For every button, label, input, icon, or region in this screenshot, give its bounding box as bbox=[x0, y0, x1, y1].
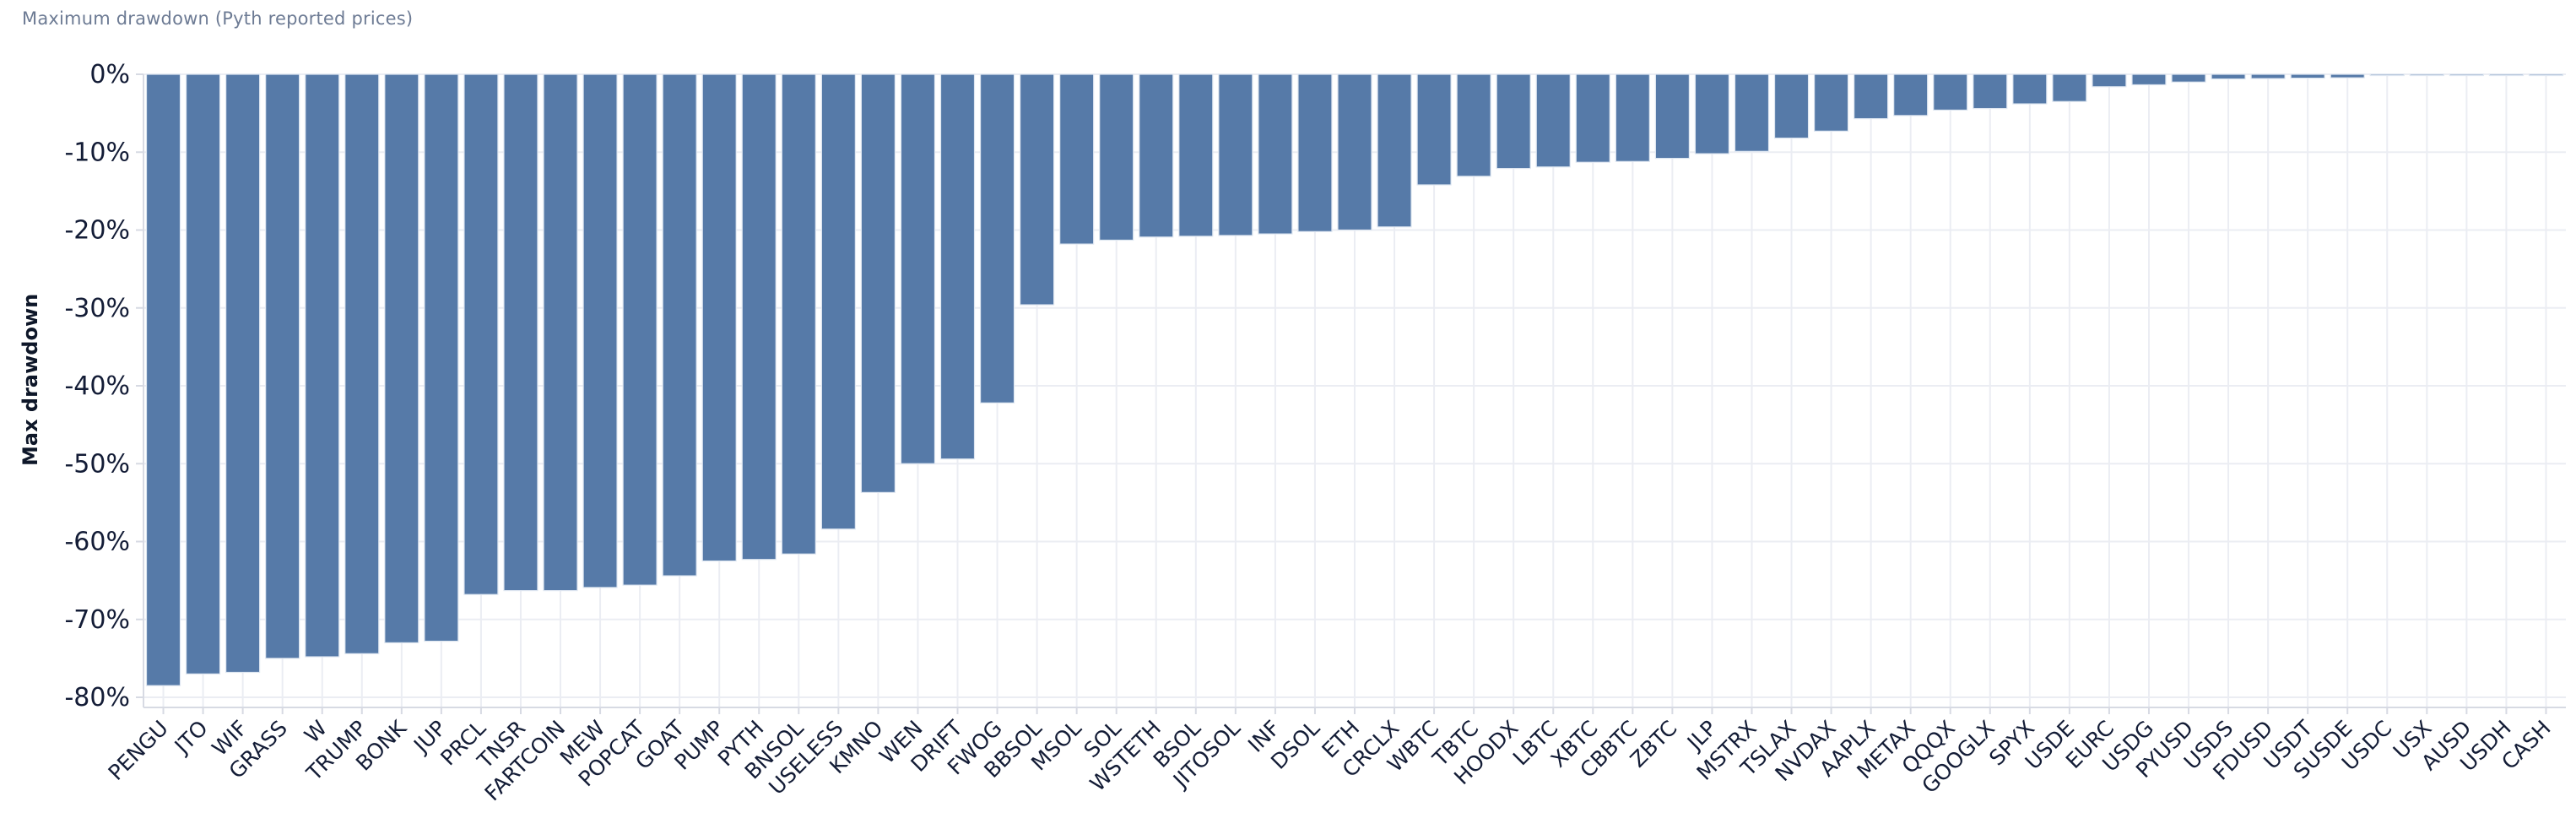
bar-jup[interactable] bbox=[424, 73, 459, 642]
bar-bonk[interactable] bbox=[384, 73, 419, 644]
bar-eth[interactable] bbox=[1337, 73, 1372, 231]
bar-bbsol[interactable] bbox=[1020, 73, 1055, 306]
bar-wen[interactable] bbox=[900, 73, 936, 464]
bar-spyx[interactable] bbox=[2012, 73, 2048, 105]
bar-dsol[interactable] bbox=[1297, 73, 1333, 232]
bar-googlx[interactable] bbox=[1973, 73, 2008, 110]
chart-title: Maximum drawdown (Pyth reported prices) bbox=[22, 8, 414, 29]
bar-usdt[interactable] bbox=[2290, 73, 2325, 79]
bar-fwog[interactable] bbox=[979, 73, 1015, 404]
y-tick-label: -30% bbox=[64, 294, 130, 323]
bar-kmno[interactable] bbox=[860, 73, 896, 493]
bar-goat[interactable] bbox=[662, 73, 697, 577]
bar-tbtc[interactable] bbox=[1456, 73, 1491, 177]
bar-jto[interactable] bbox=[185, 73, 221, 675]
bar-metax[interactable] bbox=[1893, 73, 1929, 116]
bar-useless[interactable] bbox=[820, 73, 856, 530]
bar-zbtc[interactable] bbox=[1654, 73, 1690, 160]
y-tick-label: -70% bbox=[64, 605, 130, 635]
y-tick-label: -40% bbox=[64, 371, 130, 401]
bar-susde[interactable] bbox=[2330, 73, 2365, 79]
bar-jlp[interactable] bbox=[1694, 73, 1730, 154]
bar-pump[interactable] bbox=[701, 73, 737, 562]
bar-pyth[interactable] bbox=[741, 73, 777, 561]
bar-inf[interactable] bbox=[1258, 73, 1293, 235]
bar-w[interactable] bbox=[305, 73, 340, 658]
bar-usde[interactable] bbox=[2052, 73, 2087, 102]
bar-crclx[interactable] bbox=[1377, 73, 1412, 228]
bar-cbbtc[interactable] bbox=[1615, 73, 1650, 162]
x-tick-label: ZBTC bbox=[1626, 716, 1682, 772]
bar-wbtc[interactable] bbox=[1416, 73, 1452, 186]
bar-sol[interactable] bbox=[1099, 73, 1134, 241]
bar-drift[interactable] bbox=[939, 73, 976, 460]
bar-grass[interactable] bbox=[265, 73, 300, 659]
y-tick-label: -60% bbox=[64, 528, 130, 557]
bar-cash[interactable] bbox=[2528, 73, 2564, 77]
bar-bsol[interactable] bbox=[1178, 73, 1214, 237]
bar-usx[interactable] bbox=[2409, 73, 2444, 77]
bar-pyusd[interactable] bbox=[2171, 73, 2206, 83]
bar-jitosol[interactable] bbox=[1218, 73, 1253, 236]
bar-usdg[interactable] bbox=[2131, 73, 2167, 86]
bar-prcl[interactable] bbox=[463, 73, 499, 595]
bar-usds[interactable] bbox=[2211, 73, 2246, 80]
bar-fdusd[interactable] bbox=[2250, 73, 2286, 79]
y-tick-label: -80% bbox=[64, 683, 130, 713]
bar-tslax[interactable] bbox=[1773, 73, 1810, 139]
bar-qqqx[interactable] bbox=[1933, 73, 1968, 111]
y-tick-label: -10% bbox=[64, 138, 130, 167]
x-tick-label: PENGU bbox=[104, 716, 173, 785]
bar-xbtc[interactable] bbox=[1575, 73, 1610, 163]
bar-popcat[interactable] bbox=[622, 73, 658, 586]
bar-fartcoin[interactable] bbox=[543, 73, 578, 592]
bar-aaplx[interactable] bbox=[1854, 73, 1889, 120]
bar-mew[interactable] bbox=[582, 73, 618, 588]
x-tick-label: JTO bbox=[169, 716, 213, 760]
bar-eurc[interactable] bbox=[2092, 73, 2127, 88]
bar-lbtc[interactable] bbox=[1535, 73, 1571, 168]
bar-nvdax[interactable] bbox=[1813, 73, 1849, 132]
bar-pengu[interactable] bbox=[145, 73, 181, 686]
bar-ausd[interactable] bbox=[2449, 73, 2484, 77]
bar-trump[interactable] bbox=[344, 73, 380, 654]
bar-hoodx[interactable] bbox=[1496, 73, 1531, 170]
bar-msol[interactable] bbox=[1059, 73, 1095, 245]
y-tick-label: 0% bbox=[89, 60, 130, 89]
bar-usdh[interactable] bbox=[2488, 73, 2525, 77]
y-tick-label: -20% bbox=[64, 216, 130, 246]
bar-mstrx[interactable] bbox=[1734, 73, 1770, 152]
bar-wif[interactable] bbox=[225, 73, 261, 674]
bar-tnsr[interactable] bbox=[503, 73, 538, 592]
y-tick-label: -50% bbox=[64, 449, 130, 479]
bar-usdc[interactable] bbox=[2369, 73, 2405, 77]
bar-wsteth[interactable] bbox=[1139, 73, 1174, 238]
bar-bnsol[interactable] bbox=[781, 73, 816, 555]
